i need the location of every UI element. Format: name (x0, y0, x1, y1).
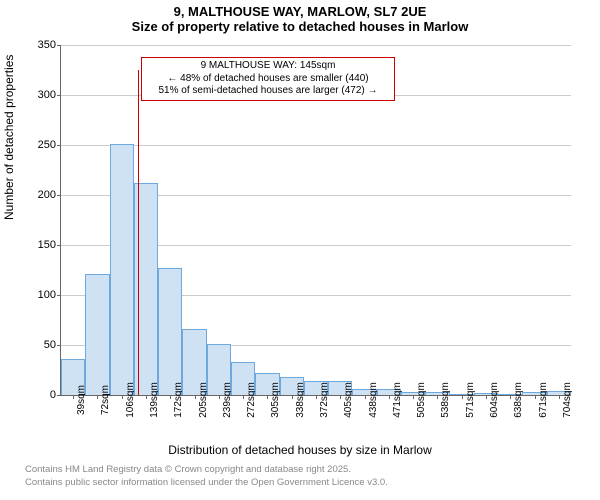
xtick-label: 438sqm (368, 382, 379, 418)
xtick-mark (267, 395, 268, 399)
ytick-mark (57, 395, 61, 396)
xtick-mark (486, 395, 487, 399)
ytick-label: 50 (16, 339, 56, 351)
ytick-mark (57, 95, 61, 96)
xtick-label: 505sqm (416, 382, 427, 418)
xtick-mark (316, 395, 317, 399)
xtick-label: 571sqm (465, 382, 476, 418)
xtick-label: 604sqm (489, 382, 500, 418)
ytick-label: 200 (16, 189, 56, 201)
xtick-label: 538sqm (440, 382, 451, 418)
ytick-label: 150 (16, 239, 56, 251)
histogram-bar (158, 268, 182, 395)
ytick-label: 250 (16, 139, 56, 151)
footnote-2: Contains public sector information licen… (25, 477, 388, 488)
xtick-mark (413, 395, 414, 399)
footnote-1: Contains HM Land Registry data © Crown c… (25, 464, 351, 475)
ytick-mark (57, 45, 61, 46)
annotation-line: 51% of semi-detached houses are larger (… (148, 85, 388, 98)
title-block: 9, MALTHOUSE WAY, MARLOW, SL7 2UE Size o… (0, 0, 600, 34)
chart-area: 05010015020025030035039sqm72sqm106sqm139… (60, 45, 570, 395)
annotation-line: 9 MALTHOUSE WAY: 145sqm (148, 60, 388, 73)
marker-line (138, 70, 139, 396)
xtick-mark (389, 395, 390, 399)
title-line2: Size of property relative to detached ho… (0, 19, 600, 34)
ytick-mark (57, 145, 61, 146)
xtick-mark (243, 395, 244, 399)
xtick-label: 405sqm (343, 382, 354, 418)
ytick-label: 300 (16, 89, 56, 101)
ytick-mark (57, 295, 61, 296)
ytick-mark (57, 195, 61, 196)
xtick-label: 638sqm (513, 382, 524, 418)
annotation-line: ← 48% of detached houses are smaller (44… (148, 73, 388, 86)
xtick-label: 471sqm (392, 382, 403, 418)
xtick-mark (170, 395, 171, 399)
xtick-label: 671sqm (538, 382, 549, 418)
ytick-mark (57, 245, 61, 246)
ytick-label: 350 (16, 39, 56, 51)
ytick-mark (57, 345, 61, 346)
xtick-mark (219, 395, 220, 399)
xtick-mark (146, 395, 147, 399)
xtick-mark (510, 395, 511, 399)
x-axis-label: Distribution of detached houses by size … (0, 443, 600, 457)
xtick-mark (340, 395, 341, 399)
gridline (61, 45, 571, 46)
xtick-mark (559, 395, 560, 399)
xtick-mark (122, 395, 123, 399)
ytick-label: 100 (16, 289, 56, 301)
xtick-mark (292, 395, 293, 399)
histogram-bar (110, 144, 134, 395)
xtick-mark (437, 395, 438, 399)
plot-region: 05010015020025030035039sqm72sqm106sqm139… (60, 45, 571, 396)
histogram-bar (85, 274, 109, 395)
xtick-mark (365, 395, 366, 399)
xtick-label: 704sqm (562, 382, 573, 418)
y-axis-label: Number of detached properties (2, 55, 16, 220)
title-line1: 9, MALTHOUSE WAY, MARLOW, SL7 2UE (0, 4, 600, 19)
xtick-mark (73, 395, 74, 399)
xtick-mark (535, 395, 536, 399)
xtick-mark (462, 395, 463, 399)
annotation-box: 9 MALTHOUSE WAY: 145sqm← 48% of detached… (141, 57, 395, 101)
ytick-label: 0 (16, 389, 56, 401)
chart-container: 9, MALTHOUSE WAY, MARLOW, SL7 2UE Size o… (0, 0, 600, 500)
xtick-mark (97, 395, 98, 399)
xtick-mark (195, 395, 196, 399)
